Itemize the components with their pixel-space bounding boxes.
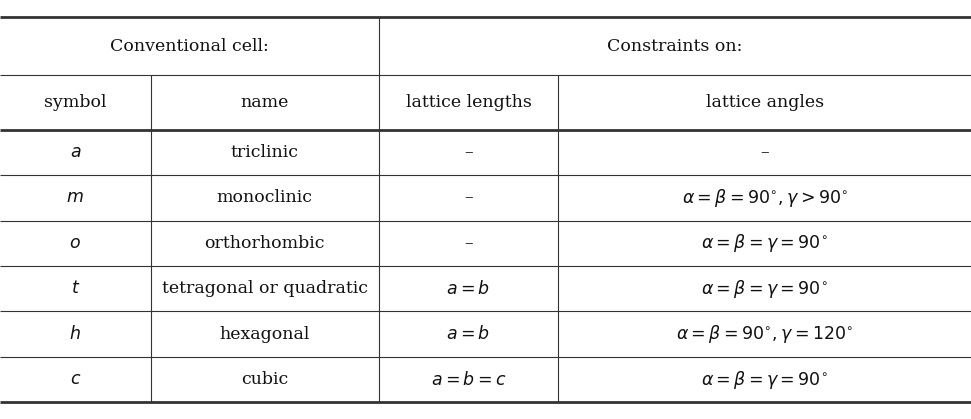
Text: Conventional cell:: Conventional cell: — [110, 38, 269, 54]
Text: $c$: $c$ — [70, 371, 81, 388]
Text: tetragonal or quadratic: tetragonal or quadratic — [161, 280, 368, 297]
Text: $h$: $h$ — [69, 325, 82, 343]
Text: –: – — [464, 189, 473, 207]
Text: hexagonal: hexagonal — [219, 326, 310, 343]
Text: –: – — [464, 144, 473, 161]
Text: orthorhombic: orthorhombic — [204, 235, 325, 252]
Text: Constraints on:: Constraints on: — [607, 38, 743, 54]
Text: $o$: $o$ — [69, 235, 82, 252]
Text: $t$: $t$ — [71, 280, 80, 297]
Text: $\alpha = \beta = 90^{\circ}, \gamma > 90^{\circ}$: $\alpha = \beta = 90^{\circ}, \gamma > 9… — [682, 187, 848, 209]
Text: $\alpha = \beta = \gamma = 90^{\circ}$: $\alpha = \beta = \gamma = 90^{\circ}$ — [701, 369, 828, 391]
Text: $a = b = c$: $a = b = c$ — [431, 370, 506, 388]
Text: $a = b$: $a = b$ — [447, 325, 490, 343]
Text: triclinic: triclinic — [230, 144, 299, 161]
Text: $\alpha = \beta = \gamma = 90^{\circ}$: $\alpha = \beta = \gamma = 90^{\circ}$ — [701, 233, 828, 254]
Text: –: – — [760, 144, 769, 161]
Text: $\alpha = \beta = \gamma = 90^{\circ}$: $\alpha = \beta = \gamma = 90^{\circ}$ — [701, 278, 828, 300]
Text: monoclinic: monoclinic — [217, 189, 313, 207]
Text: cubic: cubic — [241, 371, 288, 388]
Text: lattice lengths: lattice lengths — [406, 94, 531, 111]
Text: lattice angles: lattice angles — [706, 94, 823, 111]
Text: name: name — [241, 94, 288, 111]
Text: symbol: symbol — [44, 94, 107, 111]
Text: $a$: $a$ — [70, 144, 81, 161]
Text: $m$: $m$ — [66, 189, 84, 207]
Text: $\alpha = \beta = 90^{\circ}, \gamma = 120^{\circ}$: $\alpha = \beta = 90^{\circ}, \gamma = 1… — [676, 323, 854, 345]
Text: –: – — [464, 235, 473, 252]
Text: $a = b$: $a = b$ — [447, 280, 490, 298]
